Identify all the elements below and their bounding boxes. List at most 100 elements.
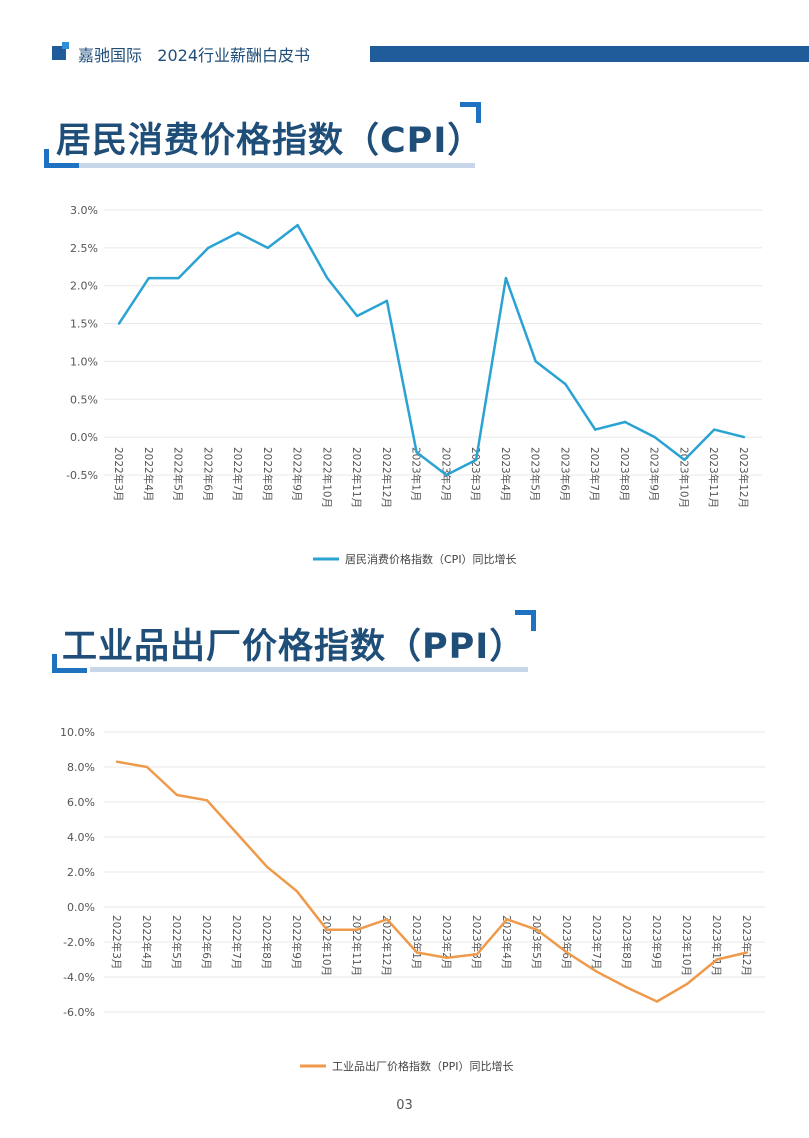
x-tick-label: 2022年5月 bbox=[170, 915, 183, 969]
data-point bbox=[147, 276, 150, 280]
header-subtitle: 2024行业薪酬白皮书 bbox=[157, 46, 311, 65]
ppi-line-chart: 10.0% 8.0% 6.0% 4.0% 2.0% 0.0% -2.0% -4.0% -6.0%… bbox=[60, 726, 765, 1073]
data-point bbox=[205, 799, 209, 802]
x-tick-label: 2023年3月 bbox=[470, 915, 483, 969]
data-point bbox=[325, 928, 329, 931]
data-point bbox=[415, 451, 418, 454]
series-line bbox=[116, 760, 748, 1003]
ppi-section-title: 工业品出厂价格指数（PPI） bbox=[62, 627, 526, 667]
chart-legend: 工业品出厂价格指数（PPI）同比增长 bbox=[300, 1059, 514, 1073]
x-tick-label: 2022年4月 bbox=[140, 915, 153, 969]
x-tick-label: 2022年6月 bbox=[201, 447, 214, 501]
header-title: 嘉驰国际 2024行业薪酬白皮书 bbox=[78, 42, 310, 66]
page-header: 嘉驰国际 2024行业薪酬白皮书 bbox=[0, 40, 809, 70]
x-tick-label: 2022年7月 bbox=[230, 915, 243, 969]
x-tick-label: 2023年4月 bbox=[500, 915, 513, 969]
x-tick-label: 2022年11月 bbox=[350, 447, 363, 508]
data-point bbox=[177, 276, 180, 280]
data-point bbox=[742, 435, 746, 439]
data-point bbox=[474, 458, 478, 462]
x-tick-label: 2023年8月 bbox=[620, 915, 633, 969]
x-tick-label: 2022年4月 bbox=[142, 447, 155, 501]
data-point bbox=[235, 832, 239, 835]
y-tick-label: 3.0% bbox=[70, 204, 98, 217]
x-tick-label: 2023年7月 bbox=[588, 447, 601, 501]
data-point bbox=[207, 246, 210, 250]
data-point bbox=[415, 951, 419, 954]
x-tick-label: 2022年3月 bbox=[112, 447, 125, 501]
header-bar bbox=[370, 46, 809, 62]
data-point bbox=[715, 958, 719, 961]
y-tick-label: 1.5% bbox=[70, 318, 98, 331]
data-point bbox=[683, 458, 686, 462]
x-tick-label: 2022年6月 bbox=[200, 915, 213, 969]
x-tick-label: 2023年1月 bbox=[410, 915, 423, 969]
x-tick-label: 2023年2月 bbox=[440, 915, 453, 969]
y-tick-label: 10.0% bbox=[60, 726, 95, 739]
brand-logo-accent-icon bbox=[62, 42, 69, 49]
data-point bbox=[445, 956, 449, 959]
title-underline bbox=[90, 667, 528, 672]
page-number: 03 bbox=[396, 1098, 413, 1113]
data-point bbox=[685, 982, 689, 986]
data-point bbox=[534, 360, 537, 363]
data-point bbox=[326, 276, 329, 280]
brand-logo-square-icon bbox=[52, 46, 66, 60]
x-tick-label: 2022年5月 bbox=[172, 447, 185, 501]
x-tick-label: 2022年11月 bbox=[350, 915, 363, 976]
y-tick-label: -4.0% bbox=[63, 971, 95, 984]
data-point bbox=[236, 231, 240, 234]
data-point bbox=[145, 765, 149, 769]
data-point bbox=[265, 865, 269, 868]
y-tick-label: 0.0% bbox=[67, 901, 95, 914]
title-underline bbox=[79, 163, 475, 168]
data-point bbox=[475, 953, 479, 956]
x-tick-label: 2023年6月 bbox=[560, 915, 573, 969]
cpi-line-chart: 3.0% 2.5% 2.0% 1.5% 1.0% 0.5% 0.0% -0.5% 2022年3月… bbox=[66, 204, 762, 566]
data-point bbox=[655, 1000, 659, 1003]
data-point bbox=[595, 970, 599, 973]
x-tick-label: 2023年7月 bbox=[590, 915, 603, 969]
x-tick-label: 2022年12月 bbox=[380, 915, 393, 976]
x-tick-label: 2023年6月 bbox=[558, 447, 571, 501]
title-corner-bottom-left bbox=[44, 149, 79, 168]
x-tick-label: 2022年9月 bbox=[291, 447, 304, 501]
x-tick-label: 2023年10月 bbox=[677, 447, 690, 508]
x-tick-label: 2023年5月 bbox=[529, 447, 542, 501]
cpi-section-title: 居民消费价格指数（CPI） bbox=[56, 121, 484, 161]
x-tick-label: 2023年11月 bbox=[707, 447, 720, 508]
title-corner-top-right bbox=[515, 610, 536, 631]
data-point bbox=[117, 322, 121, 325]
y-tick-label: 0.5% bbox=[70, 393, 98, 406]
x-tick-label: 2023年4月 bbox=[499, 447, 512, 501]
data-point bbox=[175, 793, 179, 797]
data-point bbox=[296, 223, 299, 227]
x-tick-label: 2023年1月 bbox=[410, 447, 423, 501]
x-tick-label: 2022年8月 bbox=[261, 447, 274, 501]
y-tick-label: 2.0% bbox=[70, 280, 98, 293]
chart-legend: 居民消费价格指数（CPI）同比增长 bbox=[313, 552, 517, 566]
data-point bbox=[505, 918, 509, 921]
data-point bbox=[385, 918, 389, 921]
x-tick-label: 2023年12月 bbox=[740, 915, 753, 976]
x-tick-label: 2022年12月 bbox=[380, 447, 393, 508]
data-point bbox=[713, 428, 716, 431]
x-tick-label: 2022年10月 bbox=[320, 447, 333, 508]
x-tick-label: 2023年9月 bbox=[648, 447, 661, 501]
data-point bbox=[295, 890, 299, 893]
data-point bbox=[564, 382, 567, 386]
y-tick-label: 2.5% bbox=[70, 242, 98, 255]
data-point bbox=[623, 420, 627, 424]
data-point bbox=[535, 928, 539, 931]
x-tick-label: 2022年3月 bbox=[110, 915, 123, 969]
x-tick-label: 2023年8月 bbox=[618, 447, 631, 501]
y-tick-label: -2.0% bbox=[63, 936, 95, 949]
data-point bbox=[355, 314, 359, 318]
x-tick-label: 2023年12月 bbox=[737, 447, 750, 508]
legend-label: 工业品出厂价格指数（PPI）同比增长 bbox=[332, 1059, 514, 1073]
title-corner-top-right bbox=[460, 102, 481, 123]
y-tick-label: 4.0% bbox=[67, 831, 95, 844]
legend-label: 居民消费价格指数（CPI）同比增长 bbox=[345, 552, 517, 566]
x-tick-label: 2023年5月 bbox=[530, 915, 543, 969]
x-tick-label: 2022年7月 bbox=[231, 447, 244, 501]
